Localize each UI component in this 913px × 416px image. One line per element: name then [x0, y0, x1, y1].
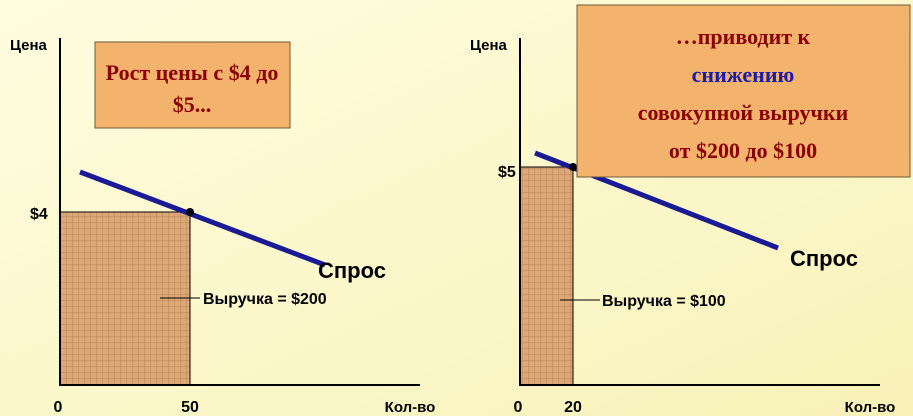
- callout-text: от $200 до $100: [669, 138, 817, 163]
- price-label: Цена: [10, 37, 48, 54]
- price-tick: $4: [30, 206, 48, 223]
- callout-box: [94, 41, 291, 129]
- origin-tick: 0: [54, 399, 63, 416]
- callout-text: …приводит к: [676, 24, 811, 49]
- quantity-label: Кол-во: [385, 399, 436, 416]
- callout-box: [576, 4, 911, 178]
- price-tick: $5: [498, 164, 516, 181]
- demand-label: Спрос: [318, 258, 386, 283]
- demand-line: [79, 169, 326, 268]
- origin-tick: 0: [514, 399, 523, 416]
- revenue-label: Выручка = $100: [602, 293, 726, 310]
- point: [569, 163, 577, 171]
- point: [186, 208, 194, 216]
- quantity-tick: 50: [181, 399, 199, 416]
- callout-text: Рост цены с $4 до: [106, 60, 279, 85]
- callout-text: $5...: [173, 92, 212, 117]
- panel-right: Цена $5 0 20 Кол-во Спрос Выручка = $100…: [470, 4, 911, 416]
- callout-text: снижению: [692, 62, 795, 87]
- demand-label: Спрос: [790, 246, 858, 271]
- callout-text: совокупной выручки: [638, 100, 849, 125]
- quantity-tick: 20: [564, 399, 582, 416]
- revenue-label: Выручка = $200: [203, 291, 327, 308]
- price-label: Цена: [470, 37, 508, 54]
- panel-left: Цена $4 0 50 Кол-во Спрос Выручка = $200…: [10, 37, 435, 416]
- revenue-area: [519, 166, 574, 386]
- quantity-label: Кол-во: [845, 399, 896, 416]
